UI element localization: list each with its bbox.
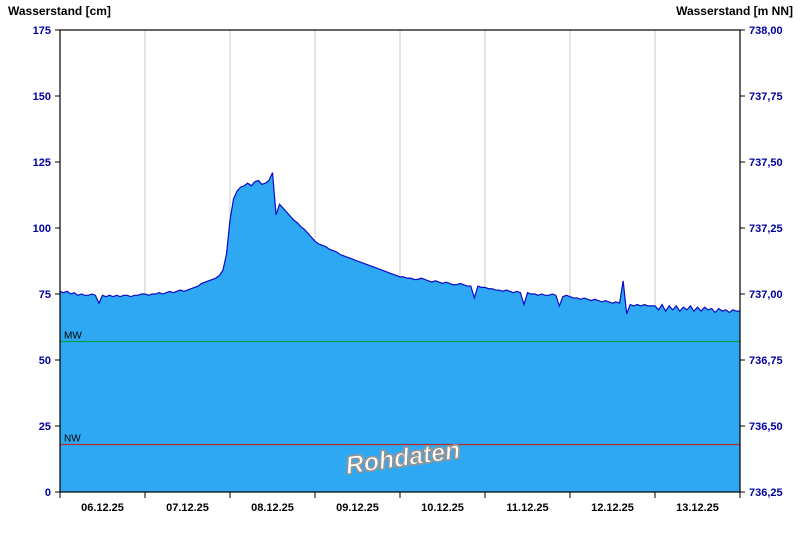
right-tick-label: 736,75: [749, 355, 783, 367]
right-tick-label: 737,75: [749, 91, 783, 103]
date-tick-label: 06.12.25: [81, 502, 124, 514]
right-tick-label: 737,00: [749, 289, 783, 301]
left-tick-label: 150: [33, 91, 51, 103]
date-tick-label: 13.12.25: [676, 502, 719, 514]
left-tick-label: 75: [39, 289, 51, 301]
bottom-axis: 06.12.25 07.12.25 08.12.25 09.12.25 10.12.25…: [59, 492, 741, 514]
right-axis: 736,25 736,50 736,75 737,00 737,25 737,50 737,…: [740, 25, 783, 499]
right-tick-label: 736,50: [749, 421, 783, 433]
left-tick-label: 125: [33, 157, 51, 169]
left-tick-label: 175: [33, 25, 51, 37]
water-level-area: [60, 172, 740, 492]
date-tick-label: 09.12.25: [336, 502, 379, 514]
date-tick-label: 11.12.25: [506, 502, 548, 514]
date-tick-label: 10.12.25: [421, 502, 464, 514]
left-tick-label: 0: [45, 487, 51, 499]
left-axis-title: Wasserstand [cm]: [8, 4, 111, 18]
right-tick-label: 737,25: [749, 223, 783, 235]
right-tick-label: 738,00: [749, 25, 783, 37]
left-tick-label: 100: [33, 223, 51, 235]
date-tick-label: 08.12.25: [251, 502, 294, 514]
left-axis: 0 25 50 75 100 125 150 175: [33, 25, 60, 499]
left-tick-label: 50: [39, 355, 51, 367]
left-tick-label: 25: [39, 421, 51, 433]
date-tick-label: 12.12.25: [591, 502, 634, 514]
water-level-line: [59, 172, 740, 315]
right-axis-title: Wasserstand [m NN]: [676, 4, 793, 18]
mw-reference-label: MW: [64, 331, 82, 342]
date-tick-label: 07.12.25: [166, 502, 209, 514]
right-tick-label: 737,50: [749, 157, 783, 169]
right-tick-label: 736,25: [749, 487, 783, 499]
nw-reference-label: NW: [64, 433, 81, 444]
